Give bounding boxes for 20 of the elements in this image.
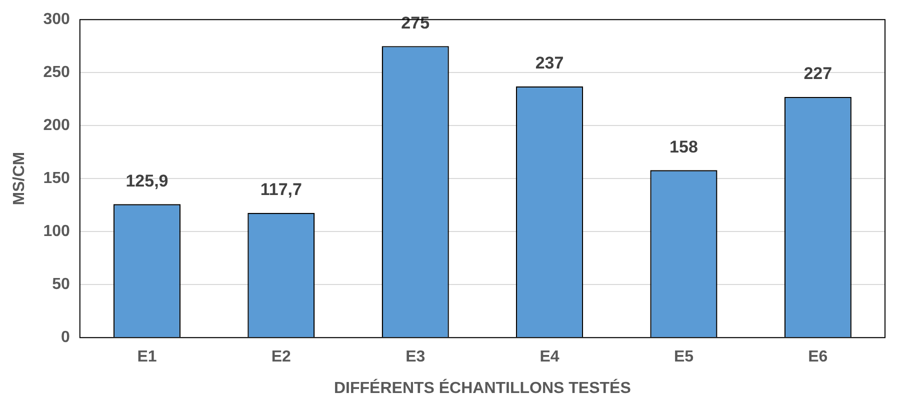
y-tick-label: 300 [43,11,70,28]
data-label: 125,9 [126,171,168,190]
y-tick-label: 50 [52,276,70,294]
x-tick-label: E1 [137,348,157,366]
x-tick-label: E2 [271,348,292,366]
y-axis-title: MS/CM [11,152,28,206]
data-label: 227 [804,64,832,84]
y-tick-label: 100 [43,223,70,240]
y-tick-label: 0 [60,329,70,346]
y-tick-label: 250 [43,64,70,82]
x-tick-label: E5 [674,348,694,366]
x-axis-title: DIFFÉRENTS ÉCHANTILLONS TESTÉS [334,378,632,397]
x-tick-label: E6 [808,348,828,366]
data-label: 117,7 [260,180,302,200]
data-label: 237 [535,54,564,73]
x-tick-label: E4 [540,348,560,366]
y-tick-label: 200 [43,117,70,134]
y-tick-label: 150 [43,170,70,188]
x-tick-label: E3 [406,348,426,366]
data-label: 158 [670,137,698,156]
